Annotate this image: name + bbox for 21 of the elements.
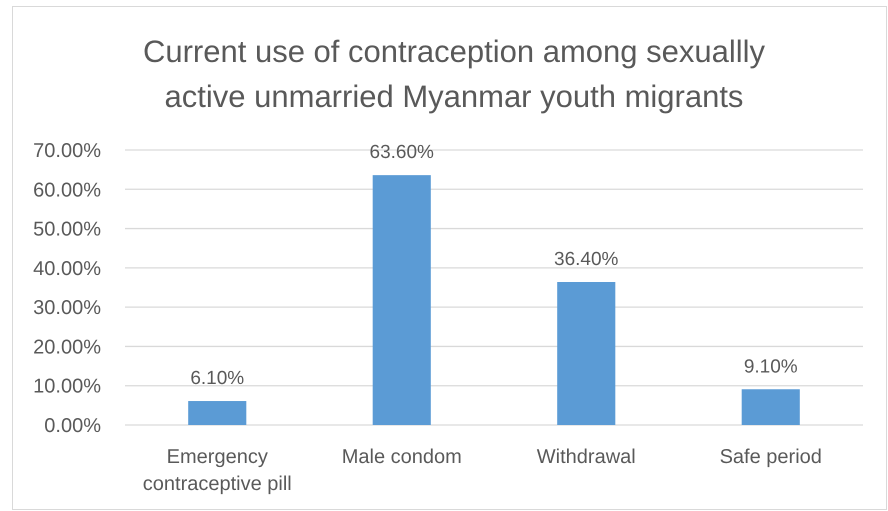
- y-tick-label: 60.00%: [33, 179, 102, 202]
- y-tick-label: 30.00%: [33, 297, 102, 320]
- y-tick-label: 0.00%: [44, 415, 102, 437]
- data-label: 63.60%: [370, 142, 434, 164]
- bar: [372, 175, 431, 425]
- x-tick-label: Emergency contraceptive pill: [142, 446, 292, 495]
- bar: [188, 401, 246, 425]
- bar: [742, 389, 800, 425]
- y-tick-label: 40.00%: [33, 258, 102, 280]
- y-tick-label: 10.00%: [33, 376, 102, 398]
- x-tick-label: Safe period: [720, 446, 822, 468]
- chart-title: Current use of contraception among sexuallly active unmarried Myanmar youth migrants: [142, 34, 766, 114]
- data-label: 9.10%: [744, 356, 798, 378]
- bar: [557, 282, 616, 425]
- y-tick-label: 50.00%: [33, 218, 102, 241]
- x-tick-label: Male condom: [342, 446, 462, 468]
- data-label: 6.10%: [190, 368, 244, 390]
- y-tick-label: 20.00%: [33, 336, 102, 358]
- data-label: 36.40%: [554, 249, 619, 270]
- y-tick-label: 70.00%: [33, 140, 102, 162]
- x-tick-label: Withdrawal: [536, 446, 636, 468]
